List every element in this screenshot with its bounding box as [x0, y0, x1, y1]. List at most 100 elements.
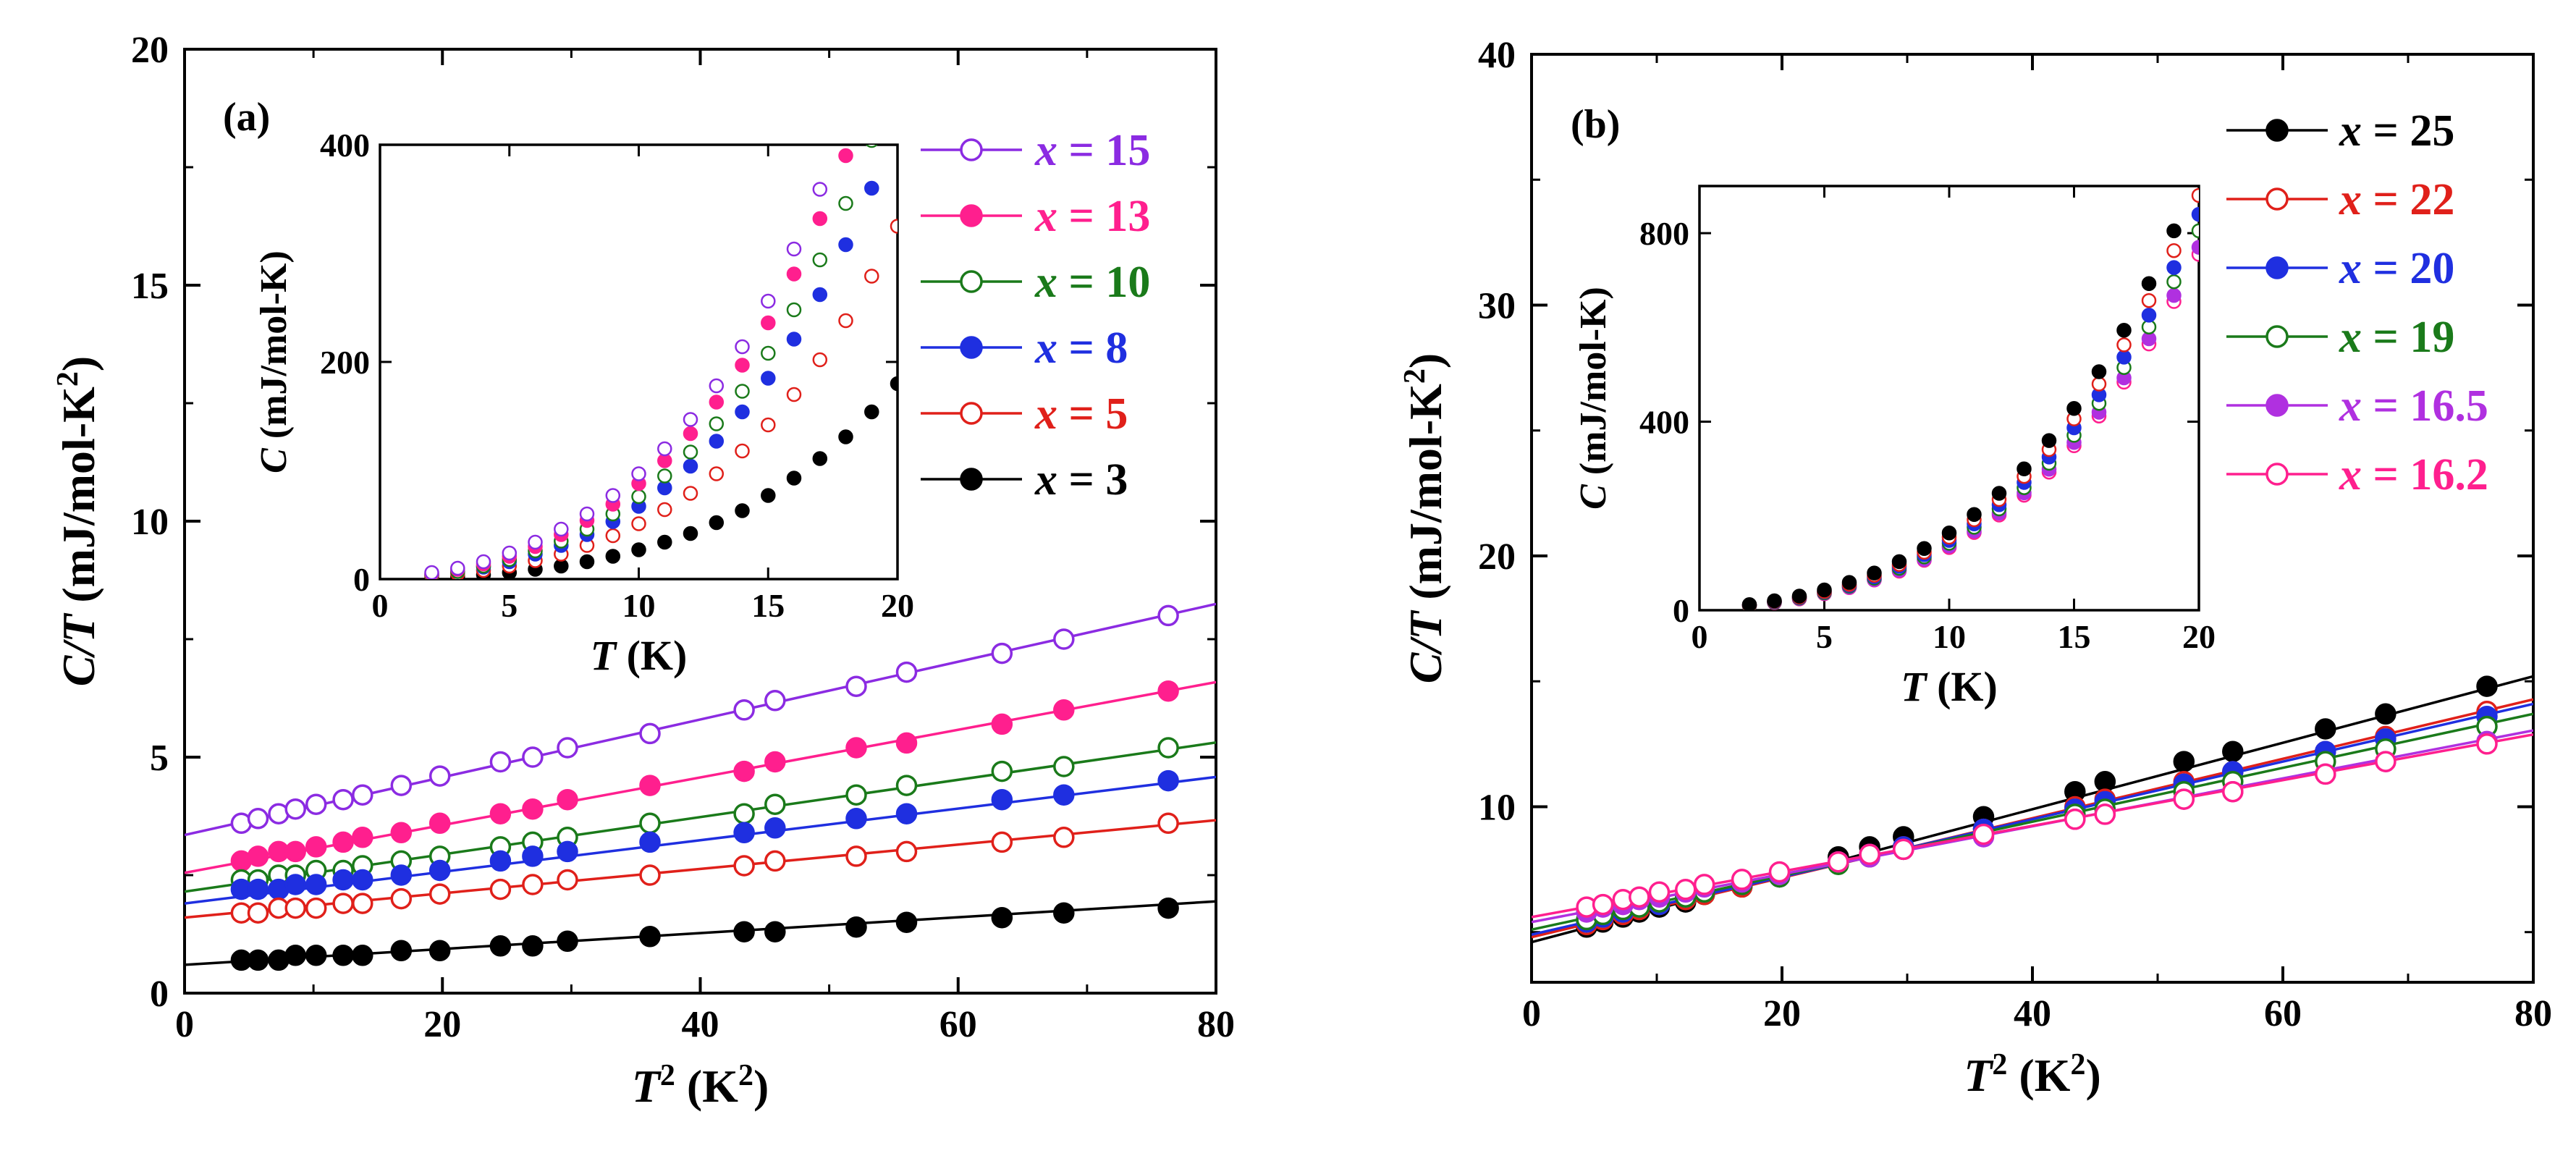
data-point: [2375, 703, 2396, 725]
data-point: [352, 945, 373, 966]
inset-data-point: [812, 211, 828, 227]
inset-data-point: [683, 412, 698, 427]
y-axis-label-close: ): [53, 356, 104, 371]
data-point: [1053, 902, 1075, 924]
inset-x-tick-label: 10: [1933, 618, 1966, 655]
legend-entry-value: = 19: [2362, 313, 2454, 362]
inset-data-point: [1741, 596, 1757, 610]
series-x13: [185, 680, 1216, 874]
legend-entry: x = 20: [2339, 244, 2454, 293]
y-axis-label-close: ): [1400, 353, 1451, 368]
inset-x-axis-label: T (K): [1901, 663, 1998, 710]
data-point: [764, 817, 786, 839]
legend-marker: [960, 402, 983, 425]
inset-data-point: [2191, 240, 2199, 255]
inset-data-point: [838, 237, 853, 253]
x-axis-label-unit-sup: 2: [738, 1059, 753, 1092]
inset-data-point: [2141, 308, 2157, 323]
inset-data-point: [2191, 187, 2199, 203]
inset-data-point: [891, 62, 904, 75]
inset-data-point: [2141, 292, 2157, 308]
x-axis-label-unit: (K: [2007, 1050, 2070, 1101]
inset-data-point: [812, 182, 828, 197]
data-point: [247, 845, 269, 867]
inset-x-axis-label-unit: (K): [616, 632, 687, 679]
legend-entry: x = 3: [1034, 455, 1128, 505]
inset-data-point: [812, 287, 828, 303]
inset-data-point: [865, 41, 878, 54]
inset-data-point: [2066, 401, 2082, 416]
data-point: [733, 921, 755, 942]
data-point: [2222, 780, 2244, 803]
data-point: [764, 921, 786, 942]
data-point: [522, 845, 544, 867]
inset-data-point: [1991, 486, 2007, 501]
legend-entry: x = 16.5: [2339, 381, 2488, 431]
inset-data-point: [786, 302, 802, 318]
data-point: [332, 893, 354, 914]
data-point: [390, 822, 413, 844]
data-point: [489, 850, 512, 872]
data-point: [489, 878, 512, 900]
inset-data-point: [657, 502, 672, 518]
inset-data-point: [631, 542, 646, 557]
inset-data-point: [812, 252, 828, 268]
inset-data-point: [683, 458, 698, 474]
inset-data-point: [864, 180, 879, 196]
data-point: [845, 784, 867, 806]
y-tick-label: 30: [1478, 285, 1516, 326]
y-axis-label-unit: (mJ/mol-K: [53, 387, 104, 615]
data-point: [764, 850, 786, 872]
inset-data-point: [579, 554, 595, 570]
inset-plot-area: [1741, 187, 2199, 610]
data-point: [247, 949, 269, 971]
inset-data-point: [1791, 588, 1807, 604]
inset-data-point: [2091, 364, 2107, 379]
x-axis-label-sup: 2: [660, 1059, 675, 1092]
data-point: [991, 831, 1013, 853]
legend-entry-var: x: [2339, 381, 2362, 431]
data-point: [390, 775, 413, 796]
data-point: [764, 690, 786, 712]
legend-entry-var: x: [2339, 106, 2362, 156]
data-point: [895, 840, 918, 863]
data-point: [305, 836, 327, 858]
legend-entry: x = 22: [2339, 175, 2454, 224]
data-point: [352, 827, 373, 848]
y-tick-label: 20: [1478, 536, 1516, 578]
data-point: [991, 760, 1013, 782]
inset-data-point: [761, 293, 776, 309]
x-axis-label-close: ): [2085, 1050, 2100, 1101]
x-axis-label: T2 (K2): [632, 1059, 769, 1112]
legend-marker: [960, 270, 983, 293]
inset-y-axis-label-var: C: [253, 447, 295, 473]
y-axis-label-unit: (mJ/mol-K: [1400, 384, 1451, 612]
legend-entry: x = 13: [1034, 192, 1150, 241]
data-point: [284, 874, 306, 895]
series-x3: [185, 897, 1216, 971]
inset-data-point: [424, 565, 439, 579]
legend-entry-value: = 22: [2362, 175, 2454, 224]
legend-entry-var: x: [2339, 313, 2362, 362]
legend-marker: [2265, 187, 2289, 211]
data-point: [1693, 874, 1715, 895]
inset-data-point: [890, 219, 898, 234]
legend-marker: [2265, 256, 2289, 279]
legend-entry-value: = 5: [1057, 389, 1128, 439]
x-tick-label: 40: [2014, 993, 2051, 1034]
data-point: [2315, 763, 2336, 785]
data-point: [352, 784, 373, 806]
y-tick-label: 15: [131, 266, 169, 307]
data-point: [557, 930, 578, 953]
inset-x-tick-label: 15: [2058, 618, 2091, 655]
data-point: [557, 788, 578, 811]
inset-data-point: [838, 313, 853, 329]
y-axis-label-unit-sup: 2: [51, 371, 85, 387]
data-point: [332, 945, 354, 966]
data-point: [1592, 893, 1614, 916]
legend-entry-value: = 16.2: [2362, 450, 2488, 499]
inset-data-point: [786, 332, 802, 347]
x-axis-label-sup: 2: [1992, 1048, 2007, 1081]
data-point: [247, 878, 269, 900]
inset-y-tick-label: 400: [1639, 404, 1689, 441]
